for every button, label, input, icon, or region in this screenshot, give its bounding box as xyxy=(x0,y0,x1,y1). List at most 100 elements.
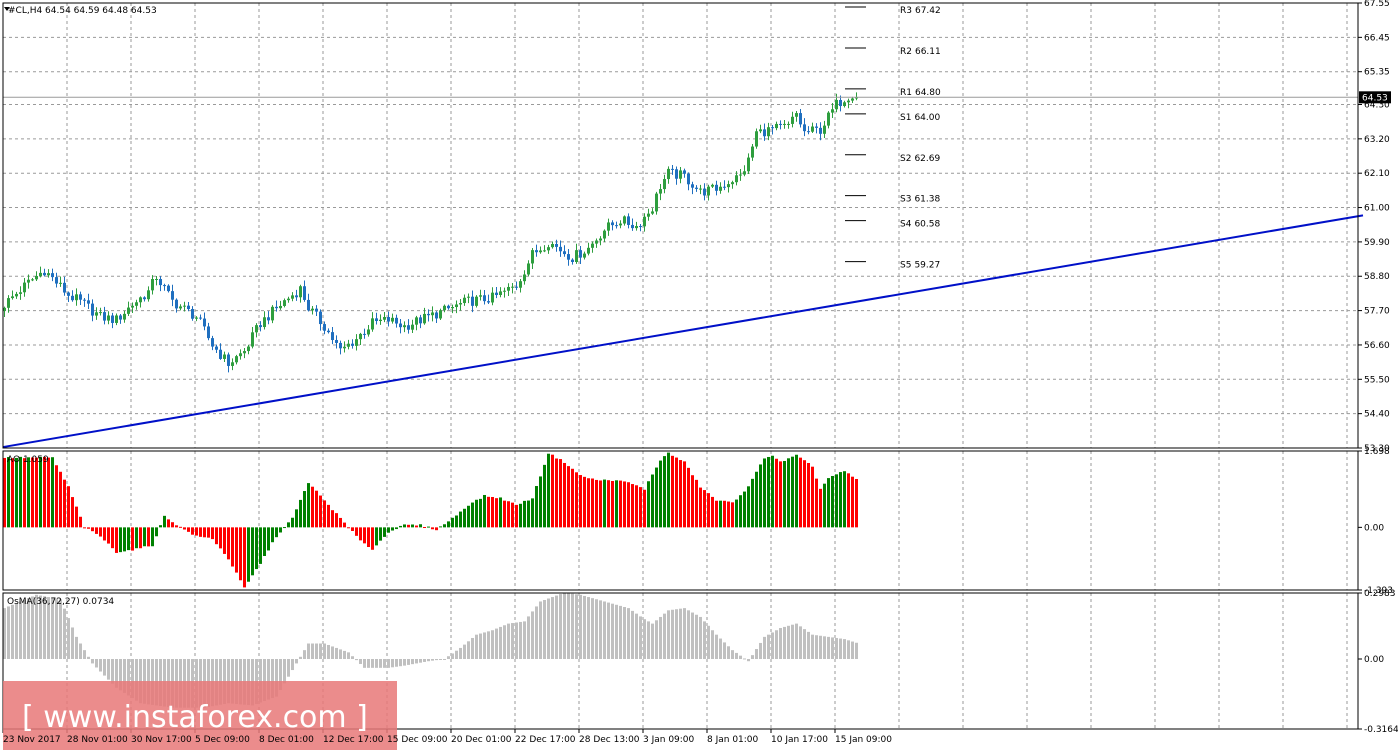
price-tick-label: 53.30 xyxy=(1364,444,1390,454)
price-tick-label: 62.10 xyxy=(1364,169,1390,179)
candlestick xyxy=(607,218,610,236)
osma-bar xyxy=(415,658,418,664)
osma-bar xyxy=(571,593,574,659)
ao-bar xyxy=(395,527,398,530)
candlestick xyxy=(19,286,22,300)
ao-bar xyxy=(567,466,570,528)
candle-body xyxy=(531,250,534,264)
candlestick xyxy=(443,304,446,313)
candlestick xyxy=(763,123,766,141)
candlestick xyxy=(671,164,674,175)
ao-bar xyxy=(439,526,442,528)
candlestick xyxy=(31,278,34,282)
candle-body xyxy=(107,315,110,321)
candlestick xyxy=(575,243,578,264)
candle-body xyxy=(703,188,706,196)
ao-bar xyxy=(623,481,626,528)
osma-bar xyxy=(595,599,598,659)
candle-body xyxy=(379,319,382,322)
osma-bar xyxy=(767,634,770,659)
osma-bar xyxy=(51,597,54,659)
candle-body xyxy=(239,353,242,357)
ao-bar xyxy=(415,525,418,528)
osma-bar xyxy=(3,608,6,659)
osma-bar xyxy=(131,658,134,699)
ao-bar xyxy=(171,522,174,528)
candlestick xyxy=(219,343,222,360)
candlestick xyxy=(203,312,206,331)
ao-bar xyxy=(831,475,834,528)
watermark-box xyxy=(3,681,397,750)
ao-bar xyxy=(807,463,810,528)
candlestick xyxy=(351,339,354,349)
candle-body xyxy=(567,254,570,260)
ao-bar xyxy=(227,527,230,560)
ao-bar xyxy=(447,521,450,528)
ao-bar xyxy=(343,522,346,528)
osma-bar xyxy=(675,609,678,659)
osma-bar xyxy=(15,603,18,659)
dropdown-arrow-icon xyxy=(4,7,10,11)
ao-bar xyxy=(771,455,774,528)
candlestick xyxy=(731,180,734,189)
candlestick xyxy=(111,312,114,329)
osma-bar xyxy=(663,613,666,659)
candle-body xyxy=(655,193,658,212)
candlestick xyxy=(247,344,250,355)
ao-bar xyxy=(615,480,618,528)
ao-bar xyxy=(555,458,558,528)
candle-body xyxy=(635,226,638,229)
ao-bar xyxy=(499,497,502,528)
osma-bar xyxy=(479,633,482,659)
ao-bar xyxy=(579,475,582,528)
ao-bar xyxy=(611,480,614,528)
candlestick xyxy=(283,298,286,308)
date-tick-label: 3 Jan 09:00 xyxy=(643,735,695,745)
osma-bar xyxy=(839,638,842,659)
candle-body xyxy=(151,279,154,291)
candlestick xyxy=(691,181,694,195)
osma-bar xyxy=(679,608,682,659)
osma-bar xyxy=(75,636,78,659)
ao-bar xyxy=(715,500,718,528)
ao-bar xyxy=(591,478,594,528)
ao-bar xyxy=(627,482,630,528)
candle-body xyxy=(263,317,266,328)
ao-bar xyxy=(727,501,730,528)
osma-bar xyxy=(411,658,414,665)
osma-bar xyxy=(475,634,478,659)
candle-body xyxy=(435,312,438,319)
osma-bar xyxy=(659,616,662,659)
osma-bar xyxy=(511,623,514,659)
ao-bar xyxy=(851,476,854,528)
candlestick xyxy=(375,312,378,325)
candlestick xyxy=(651,208,654,215)
candle-body xyxy=(55,277,58,284)
candle-body xyxy=(819,127,822,134)
candlestick xyxy=(47,269,50,278)
ao-bar xyxy=(399,525,402,528)
candlestick xyxy=(823,120,826,138)
pivot-level-name: S2 xyxy=(900,154,911,164)
osma-bar xyxy=(531,611,534,659)
candle-body xyxy=(647,213,650,217)
osma-bar xyxy=(283,658,286,684)
candlestick xyxy=(799,108,802,128)
candlestick xyxy=(819,122,822,141)
candle-body xyxy=(231,362,234,366)
date-tick-label: 5 Dec 09:00 xyxy=(195,735,250,745)
candle-body xyxy=(27,279,30,283)
candle-body xyxy=(783,123,786,125)
ao-bar xyxy=(35,457,38,528)
osma-bar xyxy=(331,646,334,659)
candlestick xyxy=(451,304,454,314)
candle-body xyxy=(371,318,374,330)
osma-bar xyxy=(43,596,46,659)
candlestick xyxy=(699,184,702,195)
osma-bar xyxy=(779,628,782,659)
ao-bar xyxy=(347,527,350,529)
ao-bar xyxy=(139,527,142,549)
ao-bar xyxy=(203,527,206,538)
candle-body xyxy=(603,230,606,239)
candle-body xyxy=(183,305,186,307)
